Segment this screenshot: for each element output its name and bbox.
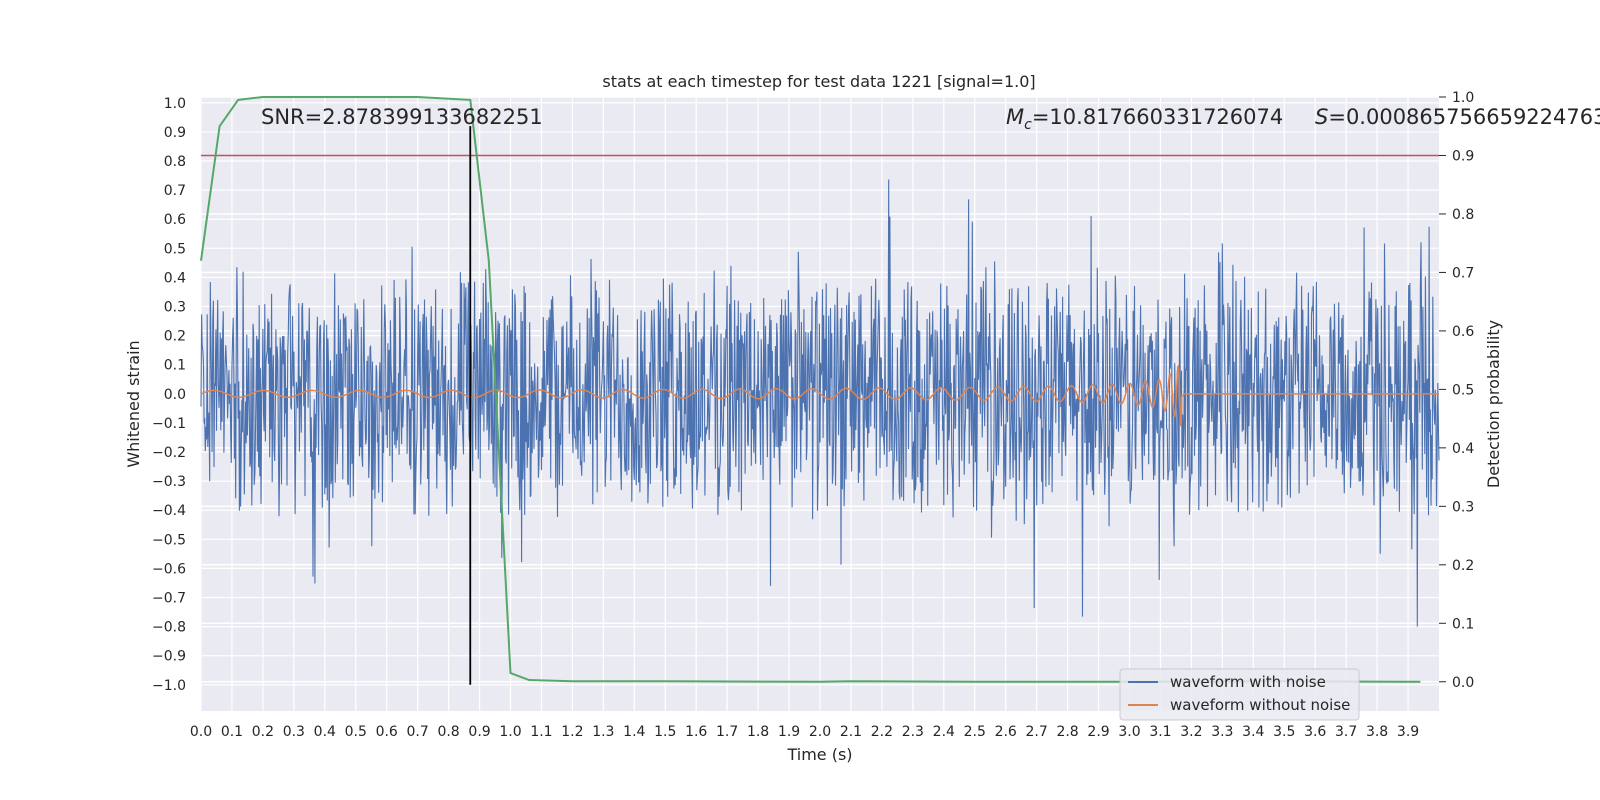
y-tick-label-right: 0.9 bbox=[1452, 148, 1474, 164]
x-tick-label: 1.2 bbox=[561, 724, 583, 740]
spin-symbol: S bbox=[1315, 105, 1328, 129]
x-tick-label: 1.4 bbox=[623, 724, 645, 740]
y-tick-label-right: 0.2 bbox=[1452, 558, 1474, 574]
x-tick-label: 1.5 bbox=[654, 724, 676, 740]
series-waveform-with-noise bbox=[200, 179, 1440, 627]
y-tick-label-left: 0.1 bbox=[164, 358, 186, 374]
series-waveform-without-noise bbox=[200, 364, 1439, 427]
spin-value: =0.0008657566592247635 bbox=[1328, 105, 1600, 129]
y-tick-label-right: 0.4 bbox=[1452, 441, 1474, 457]
x-tick-label: 3.2 bbox=[1180, 724, 1202, 740]
y-tick-label-left: 0.5 bbox=[164, 241, 186, 257]
y-tick-label-left: −0.9 bbox=[152, 649, 186, 665]
y-tick-label-right: 0.7 bbox=[1452, 265, 1474, 281]
x-tick-label: 3.5 bbox=[1273, 724, 1295, 740]
y-tick-label-left: 0.7 bbox=[164, 183, 186, 199]
x-tick-label: 0.5 bbox=[345, 724, 367, 740]
annotation-spin: S=0.0008657566592247635 bbox=[1315, 105, 1600, 129]
chart-title: stats at each timestep for test data 122… bbox=[602, 72, 1035, 91]
y-tick-label-right: 0.1 bbox=[1452, 616, 1474, 632]
x-tick-label: 3.0 bbox=[1118, 724, 1140, 740]
x-tick-label: 3.1 bbox=[1149, 724, 1171, 740]
x-tick-label: 0.4 bbox=[314, 724, 336, 740]
y-tick-label-left: −0.5 bbox=[152, 532, 186, 548]
x-tick-label: 2.9 bbox=[1087, 724, 1109, 740]
x-tick-label: 0.3 bbox=[283, 724, 305, 740]
y-tick-label-left: 0.4 bbox=[164, 270, 186, 286]
x-tick-label: 2.8 bbox=[1056, 724, 1078, 740]
y-tick-label-right: 0.6 bbox=[1452, 324, 1474, 340]
y-tick-label-left: −0.6 bbox=[152, 561, 186, 577]
y-tick-label-right: 0.0 bbox=[1452, 675, 1474, 691]
chirp-mass-subscript: c bbox=[1024, 117, 1032, 133]
x-axis-label: Time (s) bbox=[786, 745, 852, 764]
y-tick-label-right: 0.8 bbox=[1452, 207, 1474, 223]
y-tick-label-left: 0.2 bbox=[164, 329, 186, 345]
y-tick-label-left: −0.4 bbox=[152, 503, 186, 519]
annotation-chirp-mass: Mc=10.817660331726074 bbox=[1006, 105, 1283, 133]
y-tick-label-left: −0.1 bbox=[152, 416, 186, 432]
y-axis-label-left: Whitened strain bbox=[124, 340, 143, 467]
x-tick-label: 0.8 bbox=[437, 724, 459, 740]
x-tick-label: 3.9 bbox=[1397, 724, 1419, 740]
x-tick-label: 0.6 bbox=[376, 724, 398, 740]
x-tick-label: 1.8 bbox=[747, 724, 769, 740]
x-tick-label: 3.3 bbox=[1211, 724, 1233, 740]
series-detection-probability bbox=[200, 96, 1421, 683]
legend: waveform with noise waveform without noi… bbox=[1119, 668, 1360, 721]
x-tick-label: 2.1 bbox=[840, 724, 862, 740]
x-tick-label: 2.3 bbox=[902, 724, 924, 740]
y-tick-label-left: 1.0 bbox=[164, 96, 186, 112]
x-tick-label: 3.4 bbox=[1242, 724, 1264, 740]
y-tick-label-right: 1.0 bbox=[1452, 90, 1474, 106]
y-axis-label-right: Detection probability bbox=[1484, 320, 1503, 488]
x-tick-label: 2.6 bbox=[995, 724, 1017, 740]
series-layer bbox=[200, 96, 1440, 685]
x-tick-label: 0.7 bbox=[407, 724, 429, 740]
x-tick-label: 2.5 bbox=[964, 724, 986, 740]
y-tick-label-left: −0.3 bbox=[152, 474, 186, 490]
x-tick-label: 0.0 bbox=[190, 724, 212, 740]
y-tick-label-left: −1.0 bbox=[152, 678, 186, 694]
x-tick-label: 1.0 bbox=[499, 724, 521, 740]
x-tick-label: 3.8 bbox=[1366, 724, 1388, 740]
x-tick-label: 0.2 bbox=[252, 724, 274, 740]
y-tick-label-left: 0.9 bbox=[164, 125, 186, 141]
legend-label-clean: waveform without noise bbox=[1170, 696, 1350, 714]
y-tick-label-left: −0.2 bbox=[152, 445, 186, 461]
x-tick-label: 1.9 bbox=[778, 724, 800, 740]
x-tick-label: 2.7 bbox=[1026, 724, 1048, 740]
y-tick-label-right: 0.5 bbox=[1452, 382, 1474, 398]
axis-ticks: 0.0 0.1 0.2 0.3 0.4 0.5 0.6 0.7 0.8 0.9 1.0 1.1 1.2 1… bbox=[152, 90, 1474, 740]
chirp-mass-value: =10.817660331726074 bbox=[1032, 105, 1283, 129]
legend-box bbox=[1119, 668, 1360, 721]
x-tick-label: 3.6 bbox=[1304, 724, 1326, 740]
y-tick-label-left: 0.0 bbox=[164, 387, 186, 403]
x-tick-label: 1.1 bbox=[530, 724, 552, 740]
chirp-mass-symbol: M bbox=[1006, 105, 1024, 129]
x-tick-label: 2.4 bbox=[933, 724, 955, 740]
y-tick-label-right: 0.3 bbox=[1452, 499, 1474, 515]
x-tick-label: 2.0 bbox=[809, 724, 831, 740]
y-tick-label-left: 0.3 bbox=[164, 300, 186, 316]
x-tick-label: 1.6 bbox=[685, 724, 707, 740]
y-tick-label-left: 0.8 bbox=[164, 154, 186, 170]
annotation-snr: SNR=2.878399133682251 bbox=[261, 105, 543, 129]
x-tick-label: 0.9 bbox=[468, 724, 490, 740]
x-tick-label: 3.7 bbox=[1335, 724, 1357, 740]
legend-label-noise: waveform with noise bbox=[1170, 673, 1326, 691]
y-tick-label-left: −0.7 bbox=[152, 591, 186, 607]
x-tick-label: 1.3 bbox=[592, 724, 614, 740]
x-tick-label: 0.1 bbox=[221, 724, 243, 740]
y-tick-label-left: 0.6 bbox=[164, 212, 186, 228]
x-tick-label: 1.7 bbox=[716, 724, 738, 740]
x-tick-label: 2.2 bbox=[871, 724, 893, 740]
y-tick-label-left: −0.8 bbox=[152, 620, 186, 636]
